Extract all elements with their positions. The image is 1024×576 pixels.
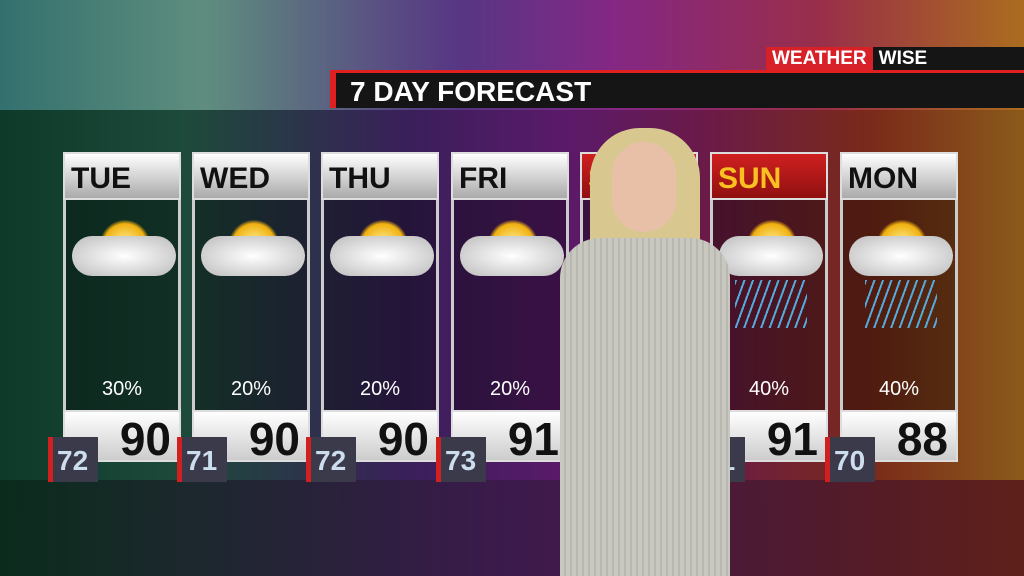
forecast-day-2: THU 20% 90 72 (306, 152, 439, 482)
cloud-icon (460, 236, 564, 276)
logo-right: WISE (872, 47, 1024, 71)
forecast-day-6: MON 40% 88 70 (825, 152, 958, 482)
precip-chance: 20% (230, 378, 272, 400)
precip-chance: 40% (748, 378, 790, 400)
day-label: FRI (451, 152, 569, 200)
cloud-icon (201, 236, 305, 276)
low-temp: 71 (177, 437, 227, 482)
low-temp: 70 (825, 437, 875, 482)
weather-panel: 30% (63, 200, 181, 410)
page-title: 7 DAY FORECAST (350, 76, 592, 107)
low-temp: 72 (306, 437, 356, 482)
forecast-day-3: FRI 20% 91 73 (436, 152, 569, 482)
weather-panel: 20% (451, 200, 569, 410)
cloud-icon (72, 236, 176, 276)
cloud-icon (849, 236, 953, 276)
high-temp: 90 (63, 410, 181, 465)
precip-chance: 30% (101, 378, 143, 400)
presenter (540, 128, 745, 576)
forecast-day-0: TUE 30% 90 72 (48, 152, 181, 482)
precip-chance: 20% (359, 378, 401, 400)
weather-panel: 20% (321, 200, 439, 410)
day-label: TUE (63, 152, 181, 200)
rain-icon (735, 280, 807, 328)
cloud-icon (719, 236, 823, 276)
cloud-icon (330, 236, 434, 276)
logo-left: WEATHER (766, 47, 873, 71)
low-temp: 73 (436, 437, 486, 482)
day-label: SUN (710, 152, 828, 200)
weather-panel: 40% (840, 200, 958, 410)
weather-panel: 20% (192, 200, 310, 410)
day-label: THU (321, 152, 439, 200)
floor-background (0, 480, 1024, 576)
presenter-face (612, 142, 676, 232)
thunderstorm-icon (865, 280, 937, 328)
forecast-day-1: WED 20% 90 71 (177, 152, 310, 482)
low-temp: 72 (48, 437, 98, 482)
title-bar: 7 DAY FORECAST (330, 70, 1024, 108)
day-label: MON (840, 152, 958, 200)
high-temp: 90 (192, 410, 310, 465)
presenter-dress (560, 238, 730, 576)
weatherwise-logo: WEATHER WISE (766, 47, 1024, 71)
day-label: WED (192, 152, 310, 200)
precip-chance: 20% (489, 378, 531, 400)
precip-chance: 40% (878, 378, 920, 400)
